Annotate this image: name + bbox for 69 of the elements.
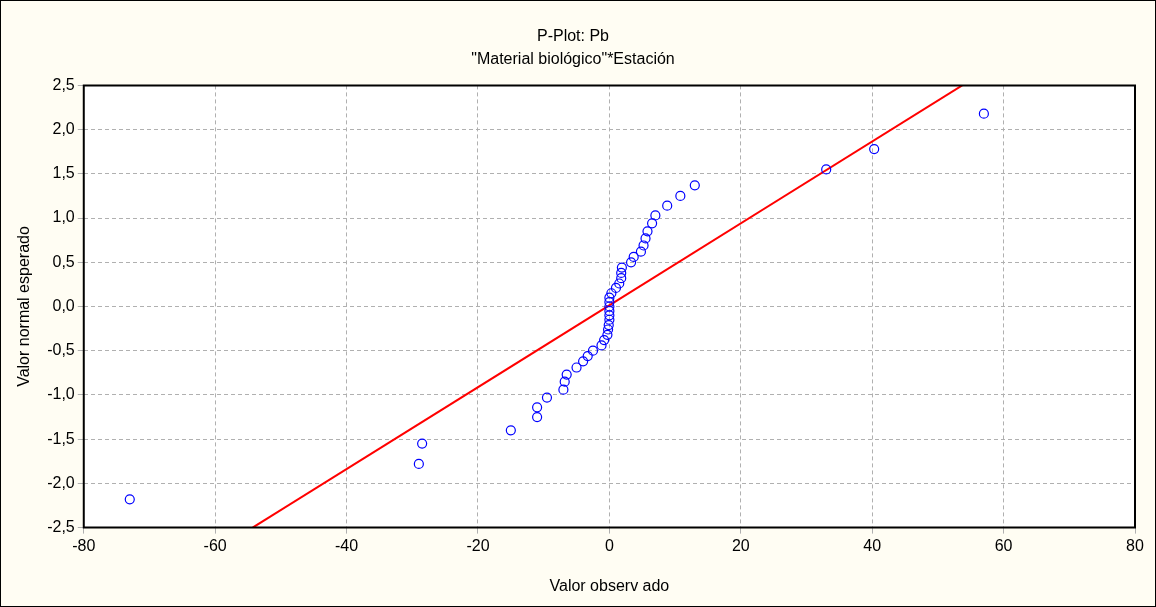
point [604,305,615,317]
y-tick-label: -0,5 [47,341,75,359]
point [638,240,649,251]
point [869,143,880,155]
point [578,356,589,367]
x-axis-title: Valor observ ado [549,576,670,594]
point [635,246,647,257]
x-tick-label: -80 [72,536,96,554]
x-tick-label: -60 [203,536,227,554]
point [599,335,610,346]
point [559,376,570,387]
point [675,190,686,202]
x-tick-label: -20 [466,536,490,554]
y-tick-label: -2,5 [47,518,75,536]
point [541,392,553,403]
y-tick-label: -2,0 [47,473,75,491]
point [602,324,614,335]
point [642,226,653,237]
point [640,233,651,244]
point [689,180,700,191]
point [587,345,599,356]
point [616,262,627,273]
y-tick-label: 1,5 [52,164,75,182]
point [610,282,622,294]
point [561,369,572,380]
point [505,425,516,436]
y-axis-title: Valor normal esperado [15,226,33,387]
point [978,108,989,119]
y-tick-label: 2,5 [52,75,75,93]
point [602,329,613,340]
point [616,273,627,284]
point [625,257,637,268]
point [532,402,543,413]
point [417,438,428,449]
point [603,319,614,331]
point [604,310,615,321]
point [650,210,661,221]
chart-subtitle: "Material biológico"*Estación [471,50,675,68]
x-tick-label: 0 [604,536,614,554]
point [413,458,424,470]
point [596,340,607,351]
point [616,267,627,278]
point [558,384,569,395]
point [124,494,135,505]
point [646,218,658,229]
y-tick-label: 0,0 [52,296,75,314]
point [614,278,625,289]
chart-title: P-Plot: Pb [536,27,610,45]
point [604,292,615,303]
point [628,251,639,263]
x-tick-label: 40 [863,536,882,554]
x-tick-label: 20 [731,536,750,554]
y-tick-label: 1,0 [52,208,75,226]
point [532,411,543,423]
y-tick-label: -1,0 [47,385,75,403]
point [604,314,615,325]
x-tick-label: 60 [994,536,1013,554]
point [582,350,593,362]
point [606,288,617,299]
point [662,200,673,211]
point [604,296,615,308]
point [604,301,615,312]
point [821,164,832,175]
x-tick-label: -40 [335,536,359,554]
x-tick-label: 80 [1126,536,1144,554]
point [571,362,582,373]
y-tick-label: 0,5 [52,252,75,270]
y-tick-label: -1,5 [47,429,75,447]
y-tick-label: 2,0 [52,120,75,138]
